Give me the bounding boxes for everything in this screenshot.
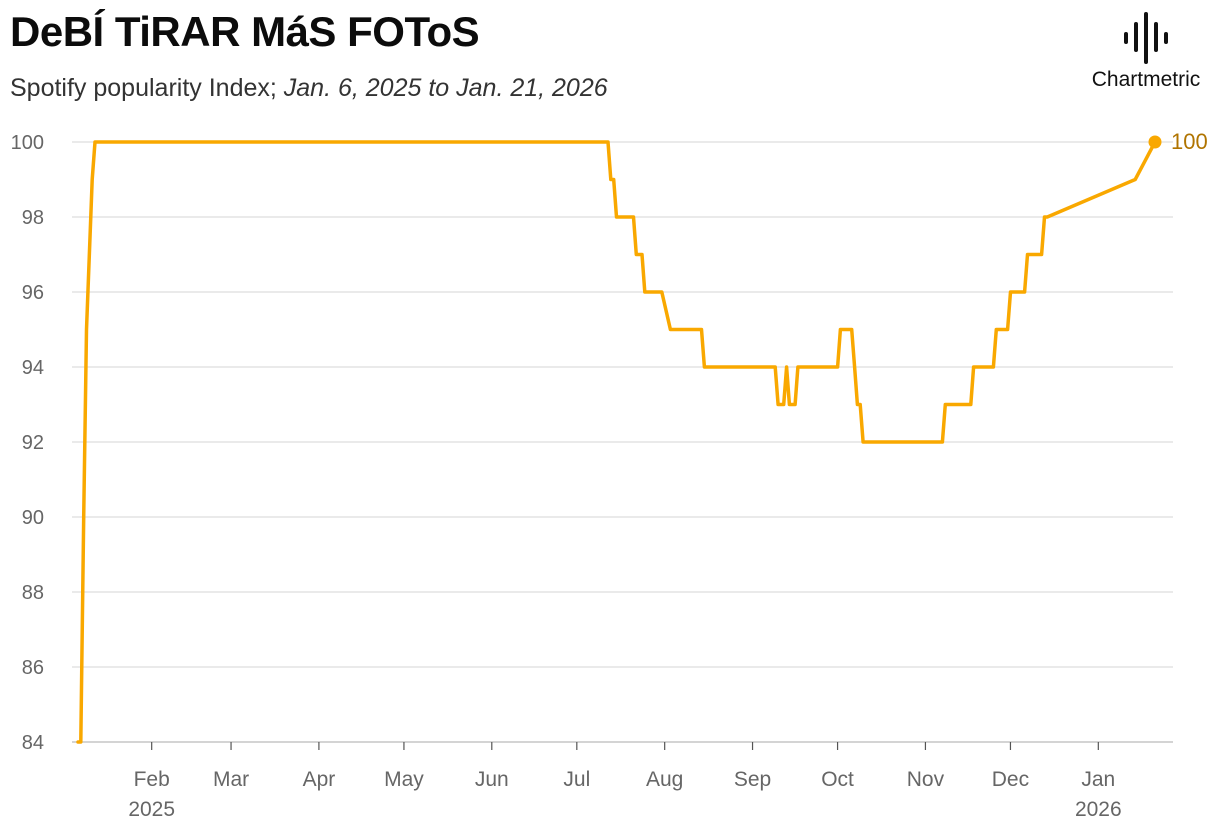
brand-name: Chartmetric <box>1091 68 1201 91</box>
x-tick-year-label: 2026 <box>1075 798 1122 821</box>
subtitle-date-range: Jan. 6, 2025 to Jan. 21, 2026 <box>283 74 608 102</box>
x-tick-label: Jun <box>475 768 509 791</box>
x-tick-label: Aug <box>646 768 683 791</box>
subtitle-metric: Spotify popularity Index; <box>10 74 284 102</box>
y-tick-label: 96 <box>22 282 44 304</box>
x-tick-year-label: 2025 <box>128 798 175 821</box>
y-tick-label: 86 <box>22 657 44 679</box>
popularity-series-line <box>76 140 1157 744</box>
y-tick-label: 90 <box>22 507 44 529</box>
x-tick-label: Mar <box>213 768 249 791</box>
x-tick-label: Feb <box>134 768 170 791</box>
y-tick-label: 88 <box>22 582 44 604</box>
chart-subtitle: Spotify popularity Index; Jan. 6, 2025 t… <box>10 74 608 103</box>
y-tick-label: 94 <box>22 357 44 379</box>
y-tick-label: 100 <box>11 132 44 154</box>
series-end-label: 100 <box>1171 129 1208 154</box>
brand-logo: Chartmetric <box>1080 8 1212 92</box>
y-tick-label: 98 <box>22 207 44 229</box>
y-tick-label: 84 <box>22 732 44 754</box>
y-tick-label: 92 <box>22 432 44 454</box>
chart-title: DeBÍ TiRAR MáS FOToS <box>10 8 480 55</box>
x-tick-label: Jan <box>1081 768 1115 791</box>
x-tick-label: Dec <box>992 768 1029 791</box>
chartmetric-waveform-icon <box>1124 12 1168 64</box>
x-tick-label: Jul <box>563 768 590 791</box>
x-tick-label: Sep <box>734 768 771 791</box>
x-tick-label: Oct <box>821 768 854 791</box>
x-tick-label: May <box>384 768 424 791</box>
x-tick-label: Apr <box>303 768 336 791</box>
x-tick-label: Nov <box>907 768 945 791</box>
series-end-point <box>1148 135 1162 149</box>
